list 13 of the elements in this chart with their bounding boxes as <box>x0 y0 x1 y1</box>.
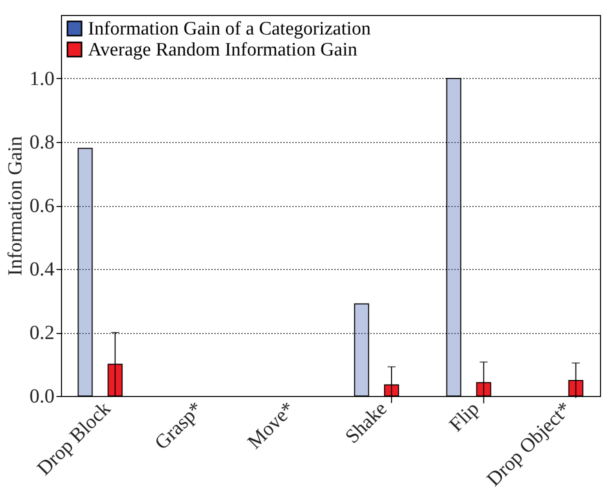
bar <box>354 303 370 396</box>
y-tick-label: 0.8 <box>30 132 54 154</box>
y-tick-label: 1.0 <box>30 68 54 90</box>
y-axis-title: Information Gain <box>4 136 26 276</box>
legend-label: Average Random Information Gain <box>88 40 358 60</box>
y-tick-label: 0.0 <box>30 386 54 408</box>
legend-label: Information Gain of a Categorization <box>88 18 372 40</box>
y-tick-label: 0.4 <box>30 258 54 280</box>
y-tick-label: 0.2 <box>30 322 54 344</box>
bar <box>78 148 93 396</box>
bar <box>446 78 462 396</box>
y-tick-label: 0.6 <box>30 195 54 217</box>
x-tick-label: Flip <box>445 398 484 436</box>
